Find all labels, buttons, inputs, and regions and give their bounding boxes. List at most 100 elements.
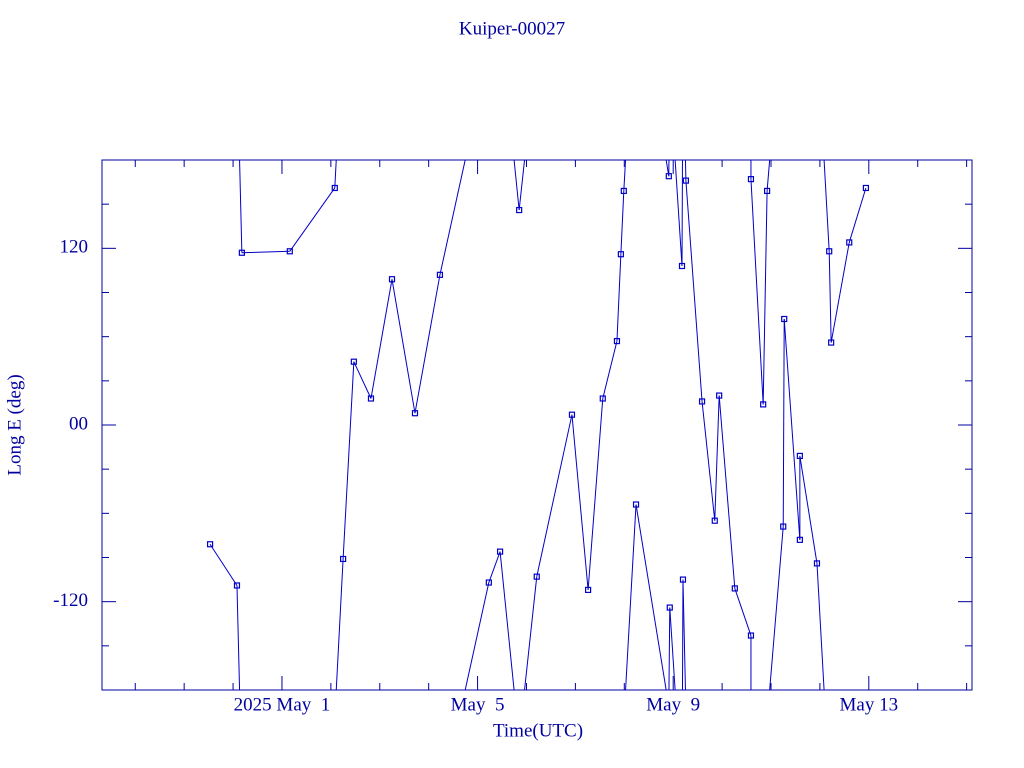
data-point (496, 548, 504, 555)
connector (335, 558, 344, 690)
connector (488, 551, 501, 583)
data-point (747, 176, 755, 183)
connector (414, 274, 441, 414)
connector (828, 251, 832, 343)
chart-title: Kuiper-00027 (459, 18, 565, 39)
connector (635, 504, 667, 690)
connector (665, 160, 670, 177)
data-point (620, 187, 627, 195)
connector (289, 187, 336, 252)
data-point (666, 604, 673, 611)
connector (370, 279, 393, 399)
connector (782, 318, 785, 527)
connector (518, 160, 526, 211)
data-point (781, 315, 788, 323)
connector (701, 401, 716, 521)
connector (684, 160, 687, 181)
data-point (617, 251, 624, 258)
data-point (678, 262, 686, 270)
data-point (238, 249, 245, 256)
connector (668, 160, 670, 177)
data-point (331, 184, 338, 192)
data-point (485, 579, 492, 586)
connector (241, 250, 290, 254)
data-point (367, 395, 375, 402)
connector (209, 543, 238, 586)
data-point (411, 410, 419, 417)
connector (669, 607, 676, 690)
connector (616, 254, 622, 342)
connector (587, 398, 604, 590)
x-tick-label: May 9 (646, 694, 700, 715)
data-point (436, 271, 444, 278)
data-point (826, 248, 833, 255)
data-point (716, 392, 723, 399)
connector (625, 504, 637, 690)
connector (499, 551, 515, 690)
data-point (828, 339, 835, 346)
y-tick-label: 120 (60, 237, 89, 258)
connector (602, 340, 618, 399)
connector (536, 414, 573, 577)
connector (714, 395, 720, 521)
data-point (632, 501, 640, 508)
connector (766, 160, 771, 191)
data-point (206, 541, 214, 548)
y-tick-label: 00 (69, 413, 88, 434)
data-point (731, 585, 738, 592)
data-point (350, 358, 357, 365)
connector (464, 582, 490, 690)
x-tick-label: May 5 (451, 694, 505, 715)
data-point (665, 173, 672, 180)
y-axis-label: Long E (deg) (4, 374, 25, 475)
connector (783, 318, 801, 540)
connector (718, 395, 736, 589)
data-point (286, 248, 293, 255)
data-point (516, 206, 523, 214)
connector (823, 160, 830, 252)
connector (439, 160, 466, 275)
connector (353, 361, 372, 399)
connector (342, 361, 355, 559)
connector (334, 160, 337, 188)
connector (734, 588, 752, 636)
data-point (711, 517, 718, 524)
connector (685, 180, 703, 402)
data-point (233, 582, 241, 589)
data-point (599, 395, 606, 402)
connector (391, 279, 416, 414)
data-point (747, 632, 755, 639)
connector (668, 607, 671, 690)
connector (799, 455, 818, 564)
data-point (796, 536, 803, 543)
line-layer (209, 160, 867, 690)
data-point (846, 239, 853, 246)
data-point (585, 586, 592, 593)
data-point (568, 411, 576, 418)
connector (816, 563, 825, 690)
connector (769, 526, 784, 690)
x-tick-label: 2025 May 1 (234, 694, 331, 715)
connector (513, 160, 520, 211)
connector (848, 187, 867, 243)
data-point (862, 184, 869, 192)
x-tick-label: May 13 (840, 694, 899, 715)
x-axis-label: Time(UTC) (493, 720, 583, 741)
data-point (763, 187, 771, 195)
connector (571, 414, 589, 590)
connector (750, 179, 764, 405)
data-point (780, 523, 787, 530)
data-point (339, 555, 347, 563)
connector (674, 160, 683, 267)
data-point (679, 576, 687, 583)
data-point (760, 401, 767, 408)
data-point (682, 177, 690, 184)
data-point (388, 276, 396, 283)
plot-frame (101, 159, 973, 691)
connector (236, 585, 241, 690)
data-point (813, 560, 821, 567)
data-point (533, 573, 540, 580)
connector (239, 160, 243, 253)
connector (524, 576, 538, 690)
